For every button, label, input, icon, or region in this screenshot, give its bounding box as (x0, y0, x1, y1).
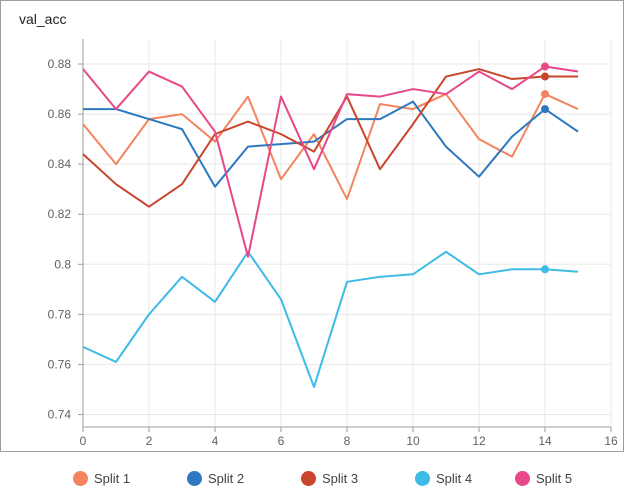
legend-label: Split 2 (208, 470, 245, 486)
legend-swatch (73, 470, 88, 486)
legend-item-split-5[interactable]: Split 5 (515, 468, 572, 488)
series-point-split-3 (541, 72, 549, 81)
legend-label: Split 1 (94, 470, 131, 486)
x-tick-label: 14 (538, 434, 552, 448)
series-line-split-1 (82, 93, 579, 201)
series-point-split-2 (541, 105, 549, 114)
x-tick-label: 16 (604, 434, 618, 448)
legend-label: Split 5 (536, 470, 573, 486)
y-tick-label: 0.88 (48, 57, 72, 71)
chart-legend: Split 1 Split 2 Split 3 Split 4 Split 5 (0, 462, 626, 494)
y-tick-label: 0.8 (54, 257, 71, 271)
legend-item-split-4[interactable]: Split 4 (415, 468, 472, 488)
chart-panel: val_acc 0.74 0.76 0.78 0.8 0.82 0.84 0.86 0.88 0… (0, 0, 624, 452)
chart-title: val_acc (19, 11, 67, 27)
series-point-split-4 (541, 265, 549, 274)
x-tick-label: 8 (344, 434, 351, 448)
x-tick-label: 10 (406, 434, 420, 448)
y-tick-label: 0.82 (48, 207, 72, 221)
y-tick-label: 0.78 (48, 307, 72, 321)
x-tick-label: 0 (80, 434, 87, 448)
series-line-split-4 (82, 250, 579, 388)
legend-label: Split 4 (436, 470, 473, 486)
y-tick-label: 0.74 (48, 407, 72, 421)
legend-swatch (187, 470, 202, 486)
legend-swatch (515, 470, 530, 486)
y-tick-label: 0.86 (48, 107, 72, 121)
legend-item-split-3[interactable]: Split 3 (301, 468, 358, 488)
line-chart: 0.74 0.76 0.78 0.8 0.82 0.84 0.86 0.88 0 2 4 6 8 10 12… (48, 39, 618, 448)
series-point-split-1 (541, 90, 549, 99)
x-tick-label: 12 (472, 434, 486, 448)
legend-swatch (301, 470, 316, 486)
legend-label: Split 3 (322, 470, 359, 486)
legend-swatch (415, 470, 430, 486)
y-tick-label: 0.84 (48, 157, 72, 171)
series-line-split-3 (82, 68, 578, 208)
x-tick-label: 2 (146, 434, 153, 448)
x-tick-label: 6 (278, 434, 285, 448)
series-line-split-5 (82, 65, 579, 258)
legend-item-split-2[interactable]: Split 2 (187, 468, 244, 488)
x-tick-label: 4 (212, 434, 219, 448)
legend-item-split-1[interactable]: Split 1 (73, 468, 130, 488)
series-point-split-5 (541, 62, 549, 71)
y-tick-label: 0.76 (48, 357, 72, 371)
